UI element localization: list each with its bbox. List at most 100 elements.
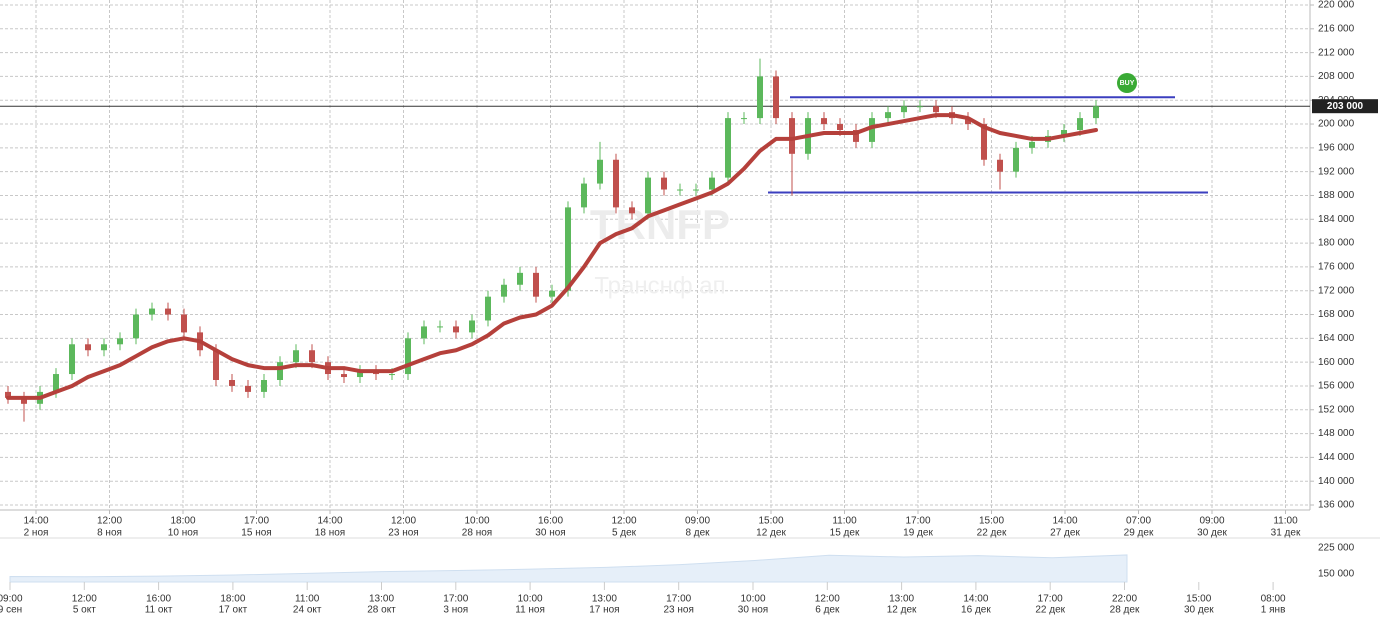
candle-body xyxy=(21,397,27,404)
candle-body xyxy=(1061,130,1067,136)
candle-body xyxy=(741,118,747,120)
navigator-date: 12 дек xyxy=(887,605,917,616)
candle-body xyxy=(85,344,91,351)
candle-body xyxy=(5,391,11,398)
y-tick-label: 140 000 xyxy=(1318,476,1355,487)
x-tick-time: 10:00 xyxy=(464,516,489,527)
x-tick-time: 14:00 xyxy=(317,516,342,527)
x-tick-time: 15:00 xyxy=(979,516,1004,527)
y-tick-label: 152 000 xyxy=(1318,404,1355,415)
navigator-y-label: 225 000 xyxy=(1318,543,1355,554)
x-tick-time: 07:00 xyxy=(1126,516,1151,527)
x-tick-time: 12:00 xyxy=(391,516,416,527)
y-tick-label: 216 000 xyxy=(1318,23,1355,34)
candle-body xyxy=(517,272,523,285)
navigator-time: 15:00 xyxy=(1186,594,1211,605)
signal-label: BUY xyxy=(1120,80,1135,87)
navigator-date: 11 ноя xyxy=(515,605,545,616)
navigator-time: 14:00 xyxy=(963,594,988,605)
candle-body xyxy=(453,326,459,333)
x-tick-date: 10 ноя xyxy=(168,528,198,539)
candle-body xyxy=(581,183,587,208)
candle-body xyxy=(437,326,443,328)
x-tick-date: 18 ноя xyxy=(315,528,345,539)
signal-badge xyxy=(1117,73,1137,93)
x-tick-date: 12 дек xyxy=(756,528,786,539)
y-tick-label: 184 000 xyxy=(1318,214,1355,225)
candle-body xyxy=(485,296,491,321)
candle-body xyxy=(53,374,59,392)
candle-body xyxy=(1013,147,1019,172)
navigator-time: 11:00 xyxy=(295,594,320,605)
x-tick-date: 2 ноя xyxy=(24,528,49,539)
candle-body xyxy=(389,374,395,376)
x-tick-time: 12:00 xyxy=(97,516,122,527)
navigator-time: 12:00 xyxy=(72,594,97,605)
candle-body xyxy=(149,308,155,315)
candle-body xyxy=(757,76,763,119)
x-tick-date: 31 дек xyxy=(1271,528,1301,539)
candle-body xyxy=(661,177,667,190)
candle-body xyxy=(245,385,251,392)
candle-body xyxy=(821,118,827,125)
candle-body xyxy=(597,159,603,184)
navigator-time: 13:00 xyxy=(369,594,394,605)
navigator-time: 10:00 xyxy=(518,594,543,605)
y-tick-label: 164 000 xyxy=(1318,333,1355,344)
candle-body xyxy=(165,308,171,315)
candle-body xyxy=(885,112,891,119)
candle-body xyxy=(133,314,139,339)
candle-body xyxy=(213,350,219,380)
x-tick-date: 27 дек xyxy=(1050,528,1080,539)
navigator-date: 30 дек xyxy=(1184,605,1214,616)
x-tick-date: 22 дек xyxy=(977,528,1007,539)
candle-body xyxy=(837,124,843,130)
x-tick-date: 19 дек xyxy=(903,528,933,539)
candle-body xyxy=(341,374,347,378)
candle-body xyxy=(981,124,987,160)
navigator-date: 9 сен xyxy=(0,605,22,616)
y-tick-label: 196 000 xyxy=(1318,142,1355,153)
navigator-date: 1 янв xyxy=(1261,605,1286,616)
navigator-time: 18:00 xyxy=(220,594,245,605)
moving-average xyxy=(6,113,1098,400)
navigator-date: 24 окт xyxy=(293,605,322,616)
y-tick-label: 220 000 xyxy=(1318,0,1355,11)
navigator-time: 13:00 xyxy=(889,594,914,605)
y-tick-label: 136 000 xyxy=(1318,500,1355,511)
x-tick-time: 09:00 xyxy=(685,516,710,527)
x-tick-date: 30 ноя xyxy=(535,528,565,539)
navigator-time: 08:00 xyxy=(1261,594,1286,605)
candle-body xyxy=(1029,141,1035,148)
x-tick-date: 8 ноя xyxy=(97,528,122,539)
navigator-time: 22:00 xyxy=(1112,594,1137,605)
x-tick-date: 29 дек xyxy=(1124,528,1154,539)
candle-body xyxy=(789,118,795,154)
watermark-sub: Транснф ап xyxy=(594,272,725,299)
x-tick-time: 17:00 xyxy=(244,516,269,527)
candle-body xyxy=(229,380,235,386)
y-tick-label: 144 000 xyxy=(1318,452,1355,463)
candle-body xyxy=(645,177,651,214)
watermark: TRNFP xyxy=(590,201,730,248)
candle-body xyxy=(693,189,699,191)
candle-body xyxy=(613,159,619,208)
y-tick-label: 192 000 xyxy=(1318,166,1355,177)
y-tick-label: 208 000 xyxy=(1318,71,1355,82)
navigator-date: 6 дек xyxy=(815,605,840,616)
candle-body xyxy=(533,272,539,297)
x-tick-time: 11:00 xyxy=(832,516,857,527)
navigator-time: 16:00 xyxy=(146,594,171,605)
navigator-time: 17:00 xyxy=(666,594,691,605)
x-tick-date: 23 ноя xyxy=(388,528,418,539)
y-tick-label: 212 000 xyxy=(1318,47,1355,58)
x-tick-time: 15:00 xyxy=(758,516,783,527)
y-tick-label: 168 000 xyxy=(1318,309,1355,320)
y-tick-label: 188 000 xyxy=(1318,190,1355,201)
x-tick-date: 30 дек xyxy=(1197,528,1227,539)
navigator-date: 22 дек xyxy=(1035,605,1065,616)
navigator-date: 28 окт xyxy=(367,605,396,616)
x-tick-time: 11:00 xyxy=(1273,516,1298,527)
